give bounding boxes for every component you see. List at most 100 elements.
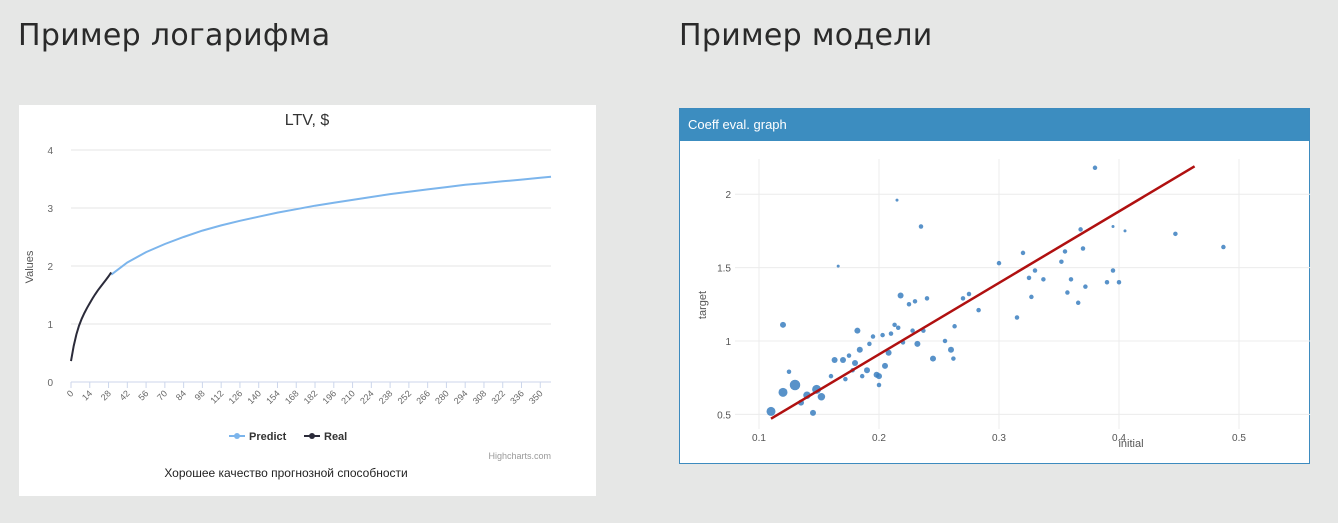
left-heading: Пример логарифма [18,18,331,53]
coeff-point [1020,250,1026,256]
coeff-point [1080,246,1086,251]
coeff-point [846,353,852,358]
ltv-x-tick-label: 336 [508,388,526,406]
coeff-point [876,373,882,380]
coeff-points [766,165,1226,416]
coeff-point [778,387,788,397]
coeff-point [1221,244,1226,250]
coeff-scatter-chart: 0.1 0.2 0.3 0.4 0.5 0.5 1 1.5 2 initial target [697,159,1311,450]
coeff-point [1026,275,1032,281]
coeff-point [780,321,786,328]
coeff-point [1059,259,1064,264]
ltv-series-line-predict [110,175,552,276]
highcharts-credits[interactable]: Highcharts.com [488,451,551,461]
ltv-x-tick-label: 210 [339,388,357,406]
coeff-regression-line [770,165,1196,420]
ltv-chart-card: LTV, $ Values 0 1 2 3 4 0 14 28 42 56 70 84 98 112 12… [19,105,596,496]
coeff-point [966,291,972,297]
coeff-point [854,327,861,334]
coeff-point [1123,229,1127,233]
ltv-legend[interactable]: Predict Real [229,431,347,443]
coeff-point [817,392,826,401]
ltv-x-tick-label: 308 [471,388,489,406]
ltv-x-tick-label: 98 [193,388,207,402]
coeff-point [1062,249,1068,254]
coeff-point [910,328,915,333]
ltv-x-tick-label: 252 [396,388,414,406]
ltv-x-tick-label: 42 [118,388,132,402]
coeff-y-axis-label: target [697,291,709,319]
ltv-x-tick-label: 294 [452,388,470,406]
coeff-point [942,338,948,344]
legend-marker-predict [234,433,240,439]
ltv-x-tick-label: 266 [414,388,432,406]
ltv-x-tick-label: 84 [174,388,188,402]
coeff-point [786,369,792,375]
coeff-point [810,409,816,416]
legend-marker-real [309,433,315,439]
coeff-point [852,359,858,366]
ltv-x-tick-label: 224 [358,388,376,406]
coeff-point [1092,165,1098,171]
coeff-point [882,362,888,369]
coeff-point [859,373,865,379]
coeff-x-axis-label: initial [1118,438,1143,450]
ltv-y-tick-label: 3 [47,204,53,215]
ltv-x-ticks: 0 14 28 42 56 70 84 98 112 126 140 154 168 182 196 210 2… [65,382,545,406]
ltv-x-tick-label: 14 [80,388,94,402]
coeff-point [1065,290,1070,295]
coeff-y-tick-label: 1.5 [717,264,731,275]
ltv-x-tick-label: 70 [155,388,169,402]
coeff-x-tick-label: 0.5 [1232,433,1246,444]
coeff-point [951,356,956,361]
coeff-point [918,224,924,229]
ltv-x-tick-label: 350 [527,388,545,406]
coeff-point [1075,300,1081,306]
ltv-y-ticks: 0 1 2 3 4 [47,146,53,389]
right-heading: Пример модели [679,18,933,53]
coeff-point [895,325,901,330]
ltv-y-tick-label: 1 [47,320,53,331]
coeff-point [888,331,894,336]
coeff-point [840,357,846,364]
coeff-point [836,264,840,268]
coeff-point [867,341,872,347]
coeff-point [1083,284,1088,289]
coeff-point [1068,277,1074,282]
coeff-point [892,322,897,328]
coeff-point [1110,268,1116,273]
coeff-point [1111,225,1115,228]
ltv-x-tick-label: 28 [99,388,113,402]
coeff-point [930,355,936,362]
coeff-point [1173,231,1178,237]
ltv-x-tick-label: 322 [489,388,507,406]
coeff-point [864,367,870,374]
ltv-x-tick-label: 112 [208,388,225,405]
coeff-x-tick-label: 0.1 [752,433,766,444]
ltv-x-tick-label: 154 [264,388,282,406]
ltv-x-tick-label: 280 [433,388,451,406]
coeff-panel-header: Coeff eval. graph [680,109,1309,141]
coeff-point [1116,280,1122,285]
coeff-ticks: 0.1 0.2 0.3 0.4 0.5 0.5 1 1.5 2 [717,190,1246,444]
coeff-point [831,357,838,364]
coeff-point [912,299,918,304]
coeff-point [1041,277,1046,282]
legend-label-predict: Predict [249,431,287,443]
ltv-y-tick-label: 2 [47,262,53,273]
legend-label-real: Real [324,431,347,443]
coeff-regression [770,165,1196,420]
coeff-point [914,340,921,347]
coeff-y-tick-label: 0.5 [717,410,731,421]
ltv-chart-title: LTV, $ [285,112,330,129]
coeff-point [952,324,957,329]
ltv-caption: Хорошее качество прогнозной способности [164,466,407,480]
coeff-point [976,307,981,313]
ltv-x-tick-label: 238 [377,388,395,406]
coeff-point [876,382,882,388]
coeff-point [880,332,885,338]
ltv-gridlines [71,149,551,383]
coeff-point [856,346,863,353]
coeff-point [1078,227,1083,232]
coeff-point [828,373,834,379]
